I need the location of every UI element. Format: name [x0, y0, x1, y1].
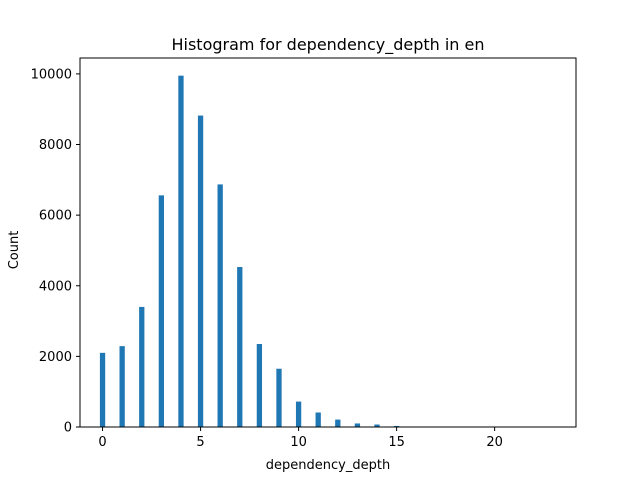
x-axis-label: dependency_depth — [266, 458, 390, 473]
histogram-bar — [335, 419, 341, 427]
histogram-bar — [139, 306, 145, 427]
x-tick-label: 5 — [196, 435, 204, 450]
y-tick-label: 6000 — [39, 209, 72, 224]
histogram-bar — [178, 75, 184, 427]
bars-group — [99, 75, 557, 427]
y-tick-label: 10000 — [31, 67, 72, 82]
y-axis-label: Count — [7, 231, 22, 270]
histogram-bar — [217, 184, 223, 427]
x-axis-ticks: 0 5 10 15 20 — [98, 427, 503, 450]
histogram-bar — [99, 352, 106, 427]
y-tick-label: 8000 — [39, 138, 72, 153]
x-tick-label: 10 — [290, 435, 307, 450]
x-tick-label: 15 — [388, 435, 405, 450]
histogram-bar — [276, 368, 282, 427]
x-tick-label: 20 — [486, 435, 503, 450]
histogram-bar — [393, 425, 400, 427]
chart-title: Histogram for dependency_depth in en — [171, 35, 484, 55]
histogram-bar — [315, 412, 321, 427]
plot-frame — [79, 57, 577, 428]
y-tick-label: 2000 — [39, 350, 72, 365]
histogram-bar — [119, 346, 125, 427]
y-axis-ticks: 0 2000 4000 6000 8000 10000 — [31, 67, 80, 436]
histogram-bar — [374, 424, 380, 427]
x-tick-label: 0 — [98, 435, 106, 450]
histogram-bar — [354, 423, 361, 427]
histogram-bar — [295, 401, 302, 427]
histogram-bar — [197, 115, 204, 427]
histogram-bar — [256, 344, 263, 427]
histogram-bar — [158, 195, 164, 427]
histogram-bar — [237, 267, 243, 427]
y-tick-label: 0 — [64, 421, 72, 436]
y-tick-label: 4000 — [39, 279, 72, 294]
